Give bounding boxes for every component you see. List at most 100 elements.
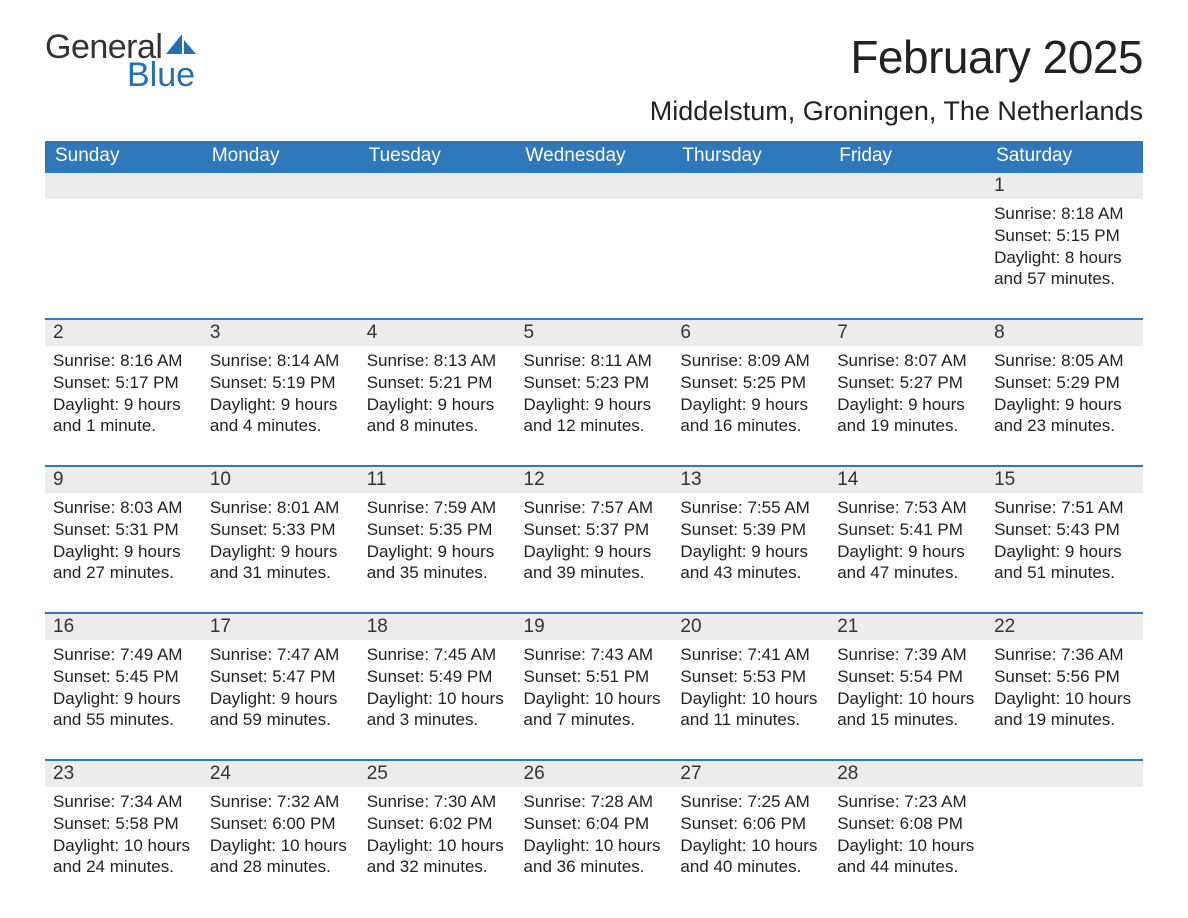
sunrise-text: Sunrise: 7:47 AM [210, 644, 351, 666]
day-number-cell: 11 [359, 466, 516, 493]
daylight-line1: Daylight: 9 hours [53, 688, 194, 710]
sunrise-text: Sunrise: 8:01 AM [210, 497, 351, 519]
day-detail-cell: Sunrise: 7:41 AMSunset: 5:53 PMDaylight:… [672, 640, 829, 760]
day-number-cell: 1 [986, 172, 1143, 199]
weekday-header-row: SundayMondayTuesdayWednesdayThursdayFrid… [45, 141, 1143, 172]
day-detail-cell [45, 199, 202, 319]
daylight-line1: Daylight: 10 hours [994, 688, 1135, 710]
sunset-text: Sunset: 6:08 PM [837, 813, 978, 835]
sunset-text: Sunset: 5:39 PM [680, 519, 821, 541]
sunset-text: Sunset: 5:37 PM [524, 519, 665, 541]
daylight-line1: Daylight: 9 hours [367, 541, 508, 563]
day-detail-cell: Sunrise: 7:28 AMSunset: 6:04 PMDaylight:… [516, 787, 673, 886]
daylight-line1: Daylight: 10 hours [837, 688, 978, 710]
day-number-cell: 3 [202, 319, 359, 346]
sunset-text: Sunset: 5:33 PM [210, 519, 351, 541]
day-detail-cell: Sunrise: 7:57 AMSunset: 5:37 PMDaylight:… [516, 493, 673, 613]
day-number-cell: 26 [516, 760, 673, 787]
sunset-text: Sunset: 6:04 PM [524, 813, 665, 835]
day-detail-cell: Sunrise: 8:09 AMSunset: 5:25 PMDaylight:… [672, 346, 829, 466]
sunset-text: Sunset: 5:15 PM [994, 225, 1135, 247]
daylight-line2: and 59 minutes. [210, 709, 351, 731]
daylight-line2: and 27 minutes. [53, 562, 194, 584]
daylight-line1: Daylight: 10 hours [367, 688, 508, 710]
day-detail-cell: Sunrise: 7:32 AMSunset: 6:00 PMDaylight:… [202, 787, 359, 886]
day-detail-cell [986, 787, 1143, 886]
day-number-cell: 19 [516, 613, 673, 640]
daylight-line2: and 47 minutes. [837, 562, 978, 584]
sunset-text: Sunset: 5:31 PM [53, 519, 194, 541]
day-number-cell: 23 [45, 760, 202, 787]
day-number-cell: 27 [672, 760, 829, 787]
sunset-text: Sunset: 5:17 PM [53, 372, 194, 394]
day-detail-cell: Sunrise: 7:53 AMSunset: 5:41 PMDaylight:… [829, 493, 986, 613]
daylight-line2: and 1 minute. [53, 415, 194, 437]
day-detail-cell: Sunrise: 7:55 AMSunset: 5:39 PMDaylight:… [672, 493, 829, 613]
daylight-line2: and 44 minutes. [837, 856, 978, 878]
daylight-line1: Daylight: 9 hours [994, 394, 1135, 416]
day-number-cell [45, 172, 202, 199]
sunset-text: Sunset: 5:29 PM [994, 372, 1135, 394]
sunrise-text: Sunrise: 7:41 AM [680, 644, 821, 666]
day-detail-cell [672, 199, 829, 319]
weekday-header: Tuesday [359, 141, 516, 172]
sunset-text: Sunset: 5:43 PM [994, 519, 1135, 541]
daylight-line2: and 28 minutes. [210, 856, 351, 878]
daylight-line1: Daylight: 10 hours [524, 688, 665, 710]
sunrise-text: Sunrise: 8:07 AM [837, 350, 978, 372]
day-detail-cell: Sunrise: 7:23 AMSunset: 6:08 PMDaylight:… [829, 787, 986, 886]
calendar-table: SundayMondayTuesdayWednesdayThursdayFrid… [45, 141, 1143, 886]
page-title: February 2025 [850, 30, 1143, 84]
daylight-line1: Daylight: 10 hours [837, 835, 978, 857]
daylight-line1: Daylight: 9 hours [680, 541, 821, 563]
daylight-line2: and 4 minutes. [210, 415, 351, 437]
sunrise-text: Sunrise: 8:03 AM [53, 497, 194, 519]
weekday-header: Sunday [45, 141, 202, 172]
daylight-line1: Daylight: 10 hours [680, 835, 821, 857]
daylight-line1: Daylight: 9 hours [53, 394, 194, 416]
daylight-line2: and 19 minutes. [994, 709, 1135, 731]
sunrise-text: Sunrise: 7:25 AM [680, 791, 821, 813]
week-detail-row: Sunrise: 7:49 AMSunset: 5:45 PMDaylight:… [45, 640, 1143, 760]
daylight-line2: and 43 minutes. [680, 562, 821, 584]
sunset-text: Sunset: 5:51 PM [524, 666, 665, 688]
daylight-line2: and 31 minutes. [210, 562, 351, 584]
sunset-text: Sunset: 6:02 PM [367, 813, 508, 835]
day-number-cell: 12 [516, 466, 673, 493]
weekday-header: Saturday [986, 141, 1143, 172]
sunset-text: Sunset: 6:06 PM [680, 813, 821, 835]
daylight-line2: and 32 minutes. [367, 856, 508, 878]
week-detail-row: Sunrise: 8:18 AMSunset: 5:15 PMDaylight:… [45, 199, 1143, 319]
week-daynum-row: 1 [45, 172, 1143, 199]
daylight-line2: and 24 minutes. [53, 856, 194, 878]
sunset-text: Sunset: 5:56 PM [994, 666, 1135, 688]
daylight-line1: Daylight: 10 hours [367, 835, 508, 857]
sunrise-text: Sunrise: 7:34 AM [53, 791, 194, 813]
daylight-line2: and 23 minutes. [994, 415, 1135, 437]
day-detail-cell: Sunrise: 8:03 AMSunset: 5:31 PMDaylight:… [45, 493, 202, 613]
day-number-cell [202, 172, 359, 199]
sunset-text: Sunset: 6:00 PM [210, 813, 351, 835]
sunset-text: Sunset: 5:54 PM [837, 666, 978, 688]
day-detail-cell [202, 199, 359, 319]
sunset-text: Sunset: 5:45 PM [53, 666, 194, 688]
day-detail-cell: Sunrise: 8:01 AMSunset: 5:33 PMDaylight:… [202, 493, 359, 613]
daylight-line2: and 39 minutes. [524, 562, 665, 584]
day-detail-cell: Sunrise: 8:13 AMSunset: 5:21 PMDaylight:… [359, 346, 516, 466]
logo-word2: Blue [127, 58, 196, 92]
daylight-line2: and 19 minutes. [837, 415, 978, 437]
sunrise-text: Sunrise: 7:32 AM [210, 791, 351, 813]
daylight-line2: and 35 minutes. [367, 562, 508, 584]
day-number-cell [516, 172, 673, 199]
day-detail-cell: Sunrise: 7:51 AMSunset: 5:43 PMDaylight:… [986, 493, 1143, 613]
day-number-cell: 5 [516, 319, 673, 346]
day-number-cell: 2 [45, 319, 202, 346]
sunrise-text: Sunrise: 7:30 AM [367, 791, 508, 813]
sunset-text: Sunset: 5:25 PM [680, 372, 821, 394]
day-detail-cell: Sunrise: 7:30 AMSunset: 6:02 PMDaylight:… [359, 787, 516, 886]
day-number-cell: 22 [986, 613, 1143, 640]
week-detail-row: Sunrise: 8:03 AMSunset: 5:31 PM Daylight:… [45, 493, 1143, 613]
daylight-line2: and 3 minutes. [367, 709, 508, 731]
sunrise-text: Sunrise: 8:11 AM [524, 350, 665, 372]
sunset-text: Sunset: 5:58 PM [53, 813, 194, 835]
